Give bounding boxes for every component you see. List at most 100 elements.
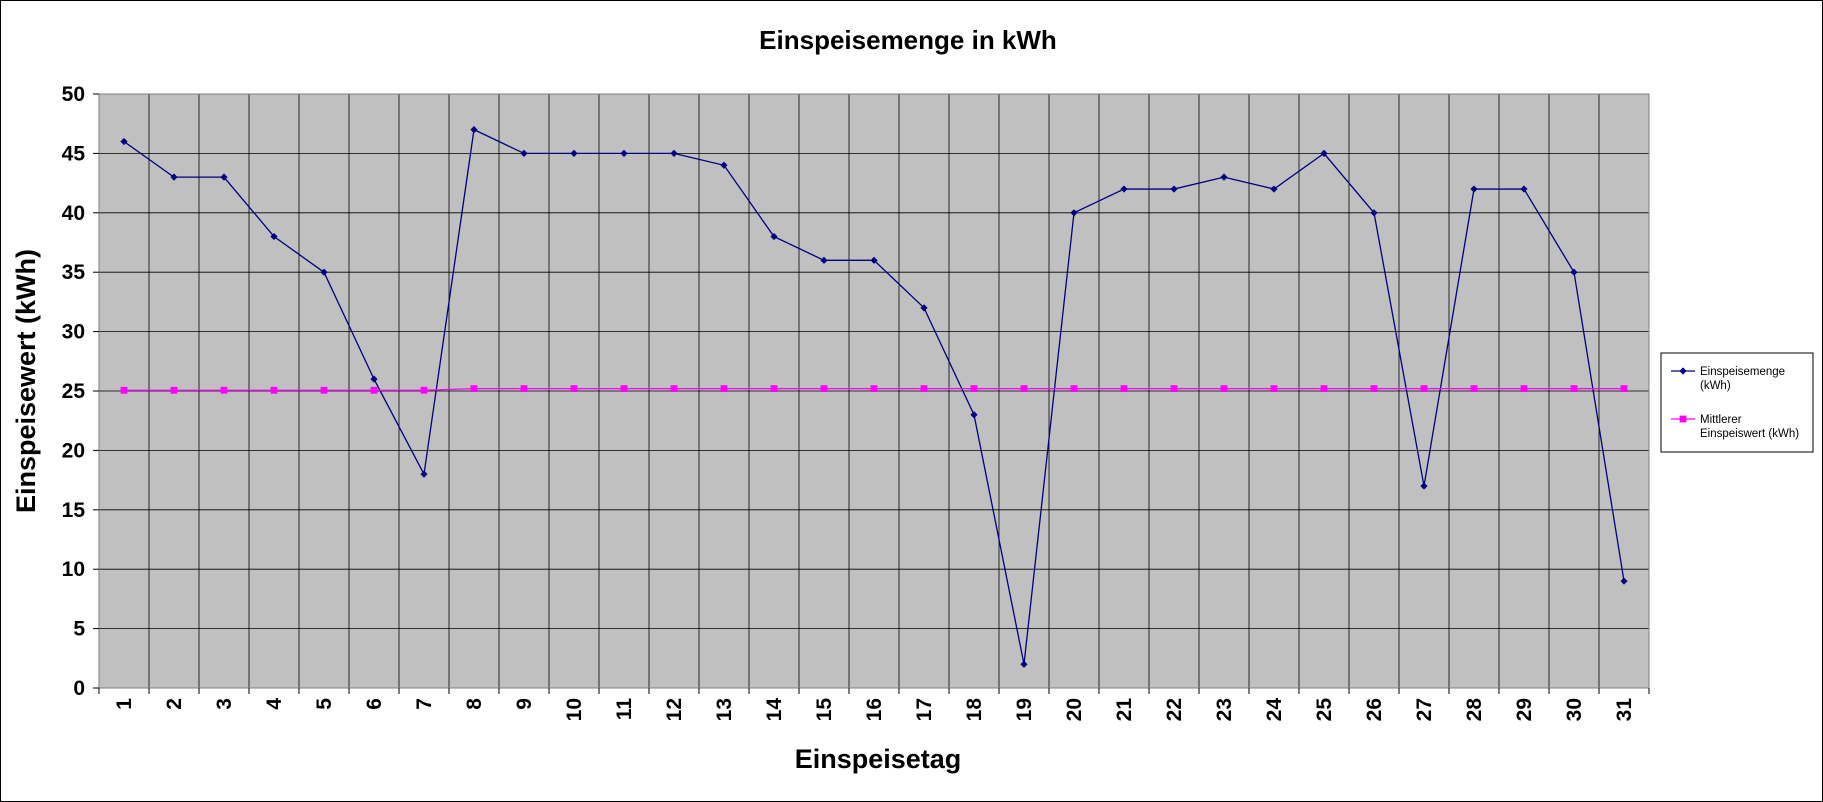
x-tick-label: 18 [963,698,986,722]
x-tick-label: 13 [713,698,736,721]
data-point [670,385,678,393]
x-tick-label: 17 [913,698,936,721]
legend-label: Einspeisemenge [1700,366,1785,378]
legend-label: (kWh) [1700,380,1731,392]
data-point [870,385,878,393]
data-point [1270,385,1278,393]
data-point [1620,577,1628,585]
data-point [570,149,578,157]
data-point [1020,385,1028,393]
x-tick-label: 25 [1313,698,1336,722]
x-tick-label: 14 [763,698,786,722]
x-tick-label: 5 [313,698,336,710]
legend-item-1: Einspeisemenge (kWh) [1671,366,1785,392]
x-tick-label: 6 [363,698,386,710]
legend-marker [1679,367,1687,375]
y-tick-label: 15 [62,499,86,522]
data-point [570,385,578,393]
x-tick-label: 23 [1213,698,1236,721]
data-point [1270,185,1278,193]
data-point [970,411,978,419]
x-axis-title: Einspeisetag [795,744,962,774]
x-tick-label: 22 [1163,698,1186,721]
y-tick-label: 35 [62,261,86,284]
x-tick-label: 2 [163,698,186,710]
data-point [420,386,428,394]
data-point [170,173,178,181]
data-point [1420,385,1428,393]
x-tick-label: 4 [263,698,286,710]
data-point [1470,185,1478,193]
data-point [270,232,278,241]
legend-box [1660,352,1814,453]
y-tick-label: 10 [62,558,85,581]
x-tick-label: 19 [1013,698,1036,721]
data-point [1070,209,1078,217]
legend-marker [1679,415,1687,423]
chart-title: Einspeisemenge in kWh [759,25,1057,55]
data-point [270,386,278,394]
data-point [1120,385,1128,393]
data-point [1520,185,1528,193]
x-tick-label: 3 [213,698,236,710]
x-tick-label: 15 [813,698,836,722]
data-point [370,375,378,383]
data-point [820,256,828,264]
data-point [1220,385,1228,393]
x-tick-label: 9 [513,698,536,710]
data-point [470,385,478,393]
legend: Einspeisemenge (kWh) Mittlerer Einspeiswert… [1660,352,1814,453]
x-tick-label: 7 [413,698,436,710]
data-point [320,268,328,276]
y-tick-label: 0 [73,677,85,700]
data-point [1370,385,1378,393]
data-point [1570,268,1578,276]
data-point [420,470,428,478]
data-point [920,385,928,393]
data-point [120,386,128,394]
plot-area [93,93,1650,694]
data-point [720,161,728,169]
y-tick-label: 20 [62,439,85,462]
data-point [1020,660,1028,668]
data-point [770,385,778,393]
data-point [1520,385,1528,393]
x-tick-label: 31 [1613,698,1636,722]
data-point [770,232,778,241]
x-tick-label: 30 [1563,698,1586,721]
data-point [520,385,528,393]
data-point [870,256,878,264]
data-point [1170,385,1178,393]
data-point [1420,482,1428,490]
data-point [920,304,928,312]
y-tick-label: 5 [73,618,85,641]
x-tick-label: 8 [463,698,486,710]
x-tick-label: 29 [1513,698,1536,721]
data-point [1220,173,1228,181]
data-point [970,385,978,393]
x-tick-label: 10 [563,698,586,721]
data-point [1070,385,1078,393]
y-tick-label: 45 [62,142,86,165]
x-tick-label: 28 [1463,698,1486,722]
legend-item-2: Mittlerer Einspeiswert (kWh) [1671,414,1799,440]
data-point [1320,385,1328,393]
y-axis-title: Einspeisewert (kWh) [11,249,41,513]
x-tick-label: 20 [1063,698,1086,721]
data-point [320,386,328,394]
data-point [470,126,478,134]
data-point [1470,385,1478,393]
data-point [370,386,378,394]
y-tick-label: 25 [62,380,86,403]
x-tick-label: 21 [1113,698,1136,722]
data-point [1120,185,1128,193]
x-tick-label: 1 [113,698,136,710]
y-axis-tick-labels: 0 5 10 15 20 25 30 35 40 45 50 [62,83,86,700]
x-tick-label: 26 [1363,698,1386,721]
x-tick-label: 11 [613,698,636,721]
data-point [670,149,678,157]
data-point [1170,185,1178,193]
y-tick-label: 40 [62,202,85,225]
data-point [520,149,528,157]
